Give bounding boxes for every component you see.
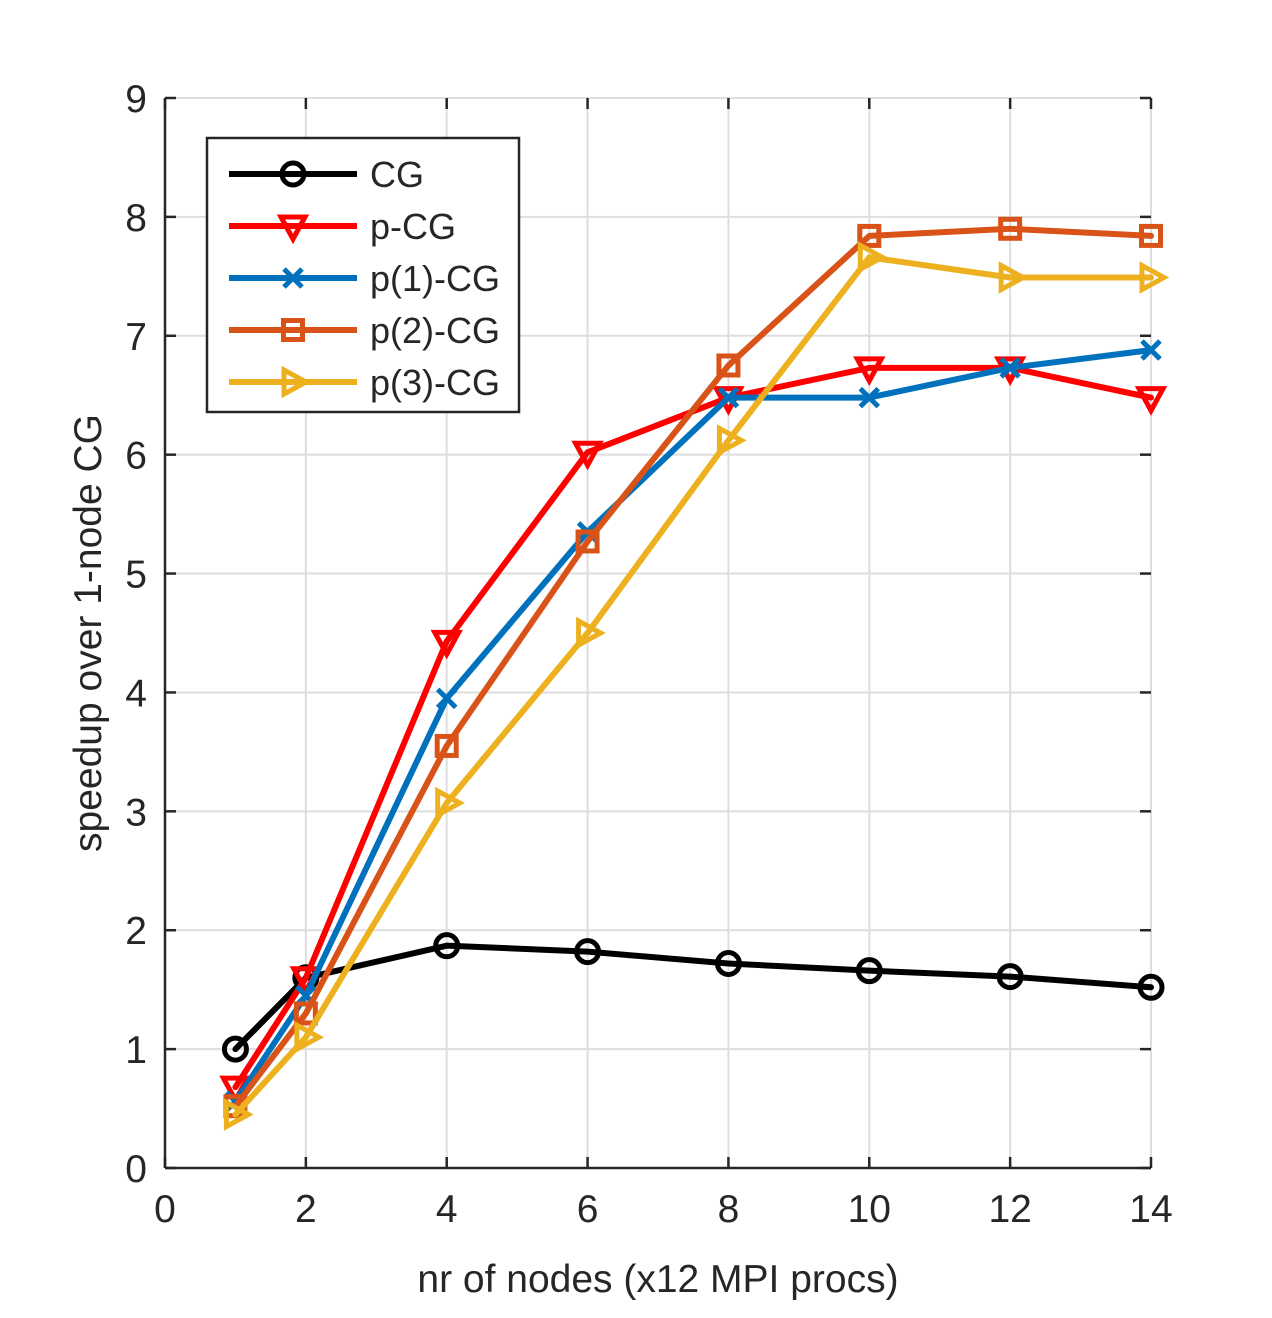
- y-axis-label: speedup over 1-node CG: [67, 414, 110, 852]
- y-tick-label-7: 7: [125, 316, 147, 359]
- legend-entry-p(1)-CG: p(1)-CG: [229, 258, 500, 299]
- series-line-p(1)-CG: [232, 347, 1154, 1105]
- data-point-CG-0: [221, 1035, 249, 1063]
- data-point-p(3)-CG-7: [1139, 261, 1170, 294]
- legend-marker-CG: [279, 160, 307, 188]
- data-point-p(2)-CG-2: [434, 733, 459, 758]
- data-point-p(2)-CG-1: [293, 1001, 318, 1026]
- x-tick-label-7: 14: [1129, 1188, 1172, 1231]
- data-point-CG-6: [996, 963, 1024, 991]
- data-point-p-CG-2: [430, 629, 463, 660]
- data-point-p(3)-CG-6: [998, 261, 1029, 294]
- data-point-p(3)-CG-4: [716, 424, 747, 457]
- legend-marker-p(1)-CG: [282, 267, 304, 289]
- legend-label-p(3)-CG: p(3)-CG: [370, 362, 500, 403]
- y-tick-label-0: 0: [125, 1148, 147, 1191]
- series-p-CG: [219, 356, 1168, 1106]
- data-point-p(3)-CG-0: [223, 1098, 254, 1131]
- x-tick-label-0: 0: [154, 1188, 176, 1231]
- series-p(3)-CG: [223, 241, 1170, 1131]
- y-tick-label-8: 8: [125, 197, 147, 240]
- data-point-p(2)-CG-5: [857, 223, 882, 248]
- y-tick-label-9: 9: [125, 78, 147, 121]
- series-p(1)-CG: [224, 339, 1162, 1113]
- x-tick-label-3: 6: [577, 1188, 599, 1231]
- series-layer: [219, 216, 1170, 1131]
- legend: CG p-CG p(1)-CG p(2)-CG p(3)-CG: [205, 136, 521, 414]
- data-point-p(1)-CG-6: [999, 357, 1021, 379]
- legend-entry-p(3)-CG: p(3)-CG: [229, 362, 500, 403]
- data-point-p(3)-CG-1: [294, 1021, 325, 1054]
- data-point-CG-5: [855, 957, 883, 985]
- data-point-p(1)-CG-5: [858, 386, 881, 409]
- legend-marker-p-CG: [276, 214, 310, 245]
- series-line-p(3)-CG: [232, 254, 1154, 1118]
- data-point-p(1)-CG-4: [717, 386, 740, 409]
- legend-marker-p(2)-CG: [281, 318, 305, 342]
- y-tick-label-3: 3: [125, 791, 147, 834]
- data-point-p(3)-CG-3: [576, 616, 606, 650]
- data-point-CG-3: [574, 938, 602, 966]
- y-tick-label-2: 2: [125, 910, 147, 953]
- series-line-p(2)-CG: [232, 225, 1154, 1110]
- data-point-p-CG-3: [571, 440, 604, 471]
- legend-label-p-CG: p-CG: [370, 206, 456, 247]
- legend-marker-p(3)-CG: [281, 365, 312, 399]
- legend-label-p(1)-CG: p(1)-CG: [370, 258, 500, 299]
- data-point-p(2)-CG-6: [998, 216, 1023, 241]
- x-tick-label-5: 10: [848, 1188, 891, 1231]
- data-point-p-CG-7: [1134, 386, 1168, 416]
- x-axis-label: nr of nodes (x12 MPI procs): [417, 1258, 898, 1301]
- data-point-CG-7: [1137, 973, 1165, 1001]
- data-point-CG-2: [433, 932, 461, 960]
- y-tick-label-6: 6: [125, 435, 147, 478]
- legend-entry-CG: CG: [229, 154, 424, 195]
- x-tick-label-1: 2: [295, 1188, 317, 1231]
- data-point-p(1)-CG-7: [1140, 339, 1162, 361]
- data-point-p(2)-CG-3: [575, 529, 600, 554]
- data-point-p(3)-CG-2: [435, 786, 465, 820]
- x-tick-label-2: 4: [436, 1188, 458, 1231]
- legend-entry-p-CG: p-CG: [229, 206, 456, 247]
- data-point-p-CG-5: [853, 356, 886, 387]
- data-point-p(2)-CG-7: [1139, 223, 1163, 248]
- series-line-p-CG: [232, 364, 1154, 1091]
- legend-label-p(2)-CG: p(2)-CG: [370, 310, 500, 351]
- data-point-p(1)-CG-2: [435, 687, 458, 710]
- x-tick-label-6: 12: [988, 1188, 1031, 1231]
- y-tick-label-1: 1: [125, 1029, 147, 1072]
- legend-entry-p(2)-CG: p(2)-CG: [229, 310, 500, 351]
- data-point-p(2)-CG-4: [716, 353, 741, 378]
- data-point-p(3)-CG-5: [857, 241, 888, 274]
- y-tick-label-4: 4: [125, 672, 147, 715]
- data-point-CG-4: [714, 950, 742, 978]
- x-tick-label-4: 8: [718, 1188, 740, 1231]
- legend-label-CG: CG: [370, 154, 424, 195]
- y-tick-label-5: 5: [125, 554, 147, 597]
